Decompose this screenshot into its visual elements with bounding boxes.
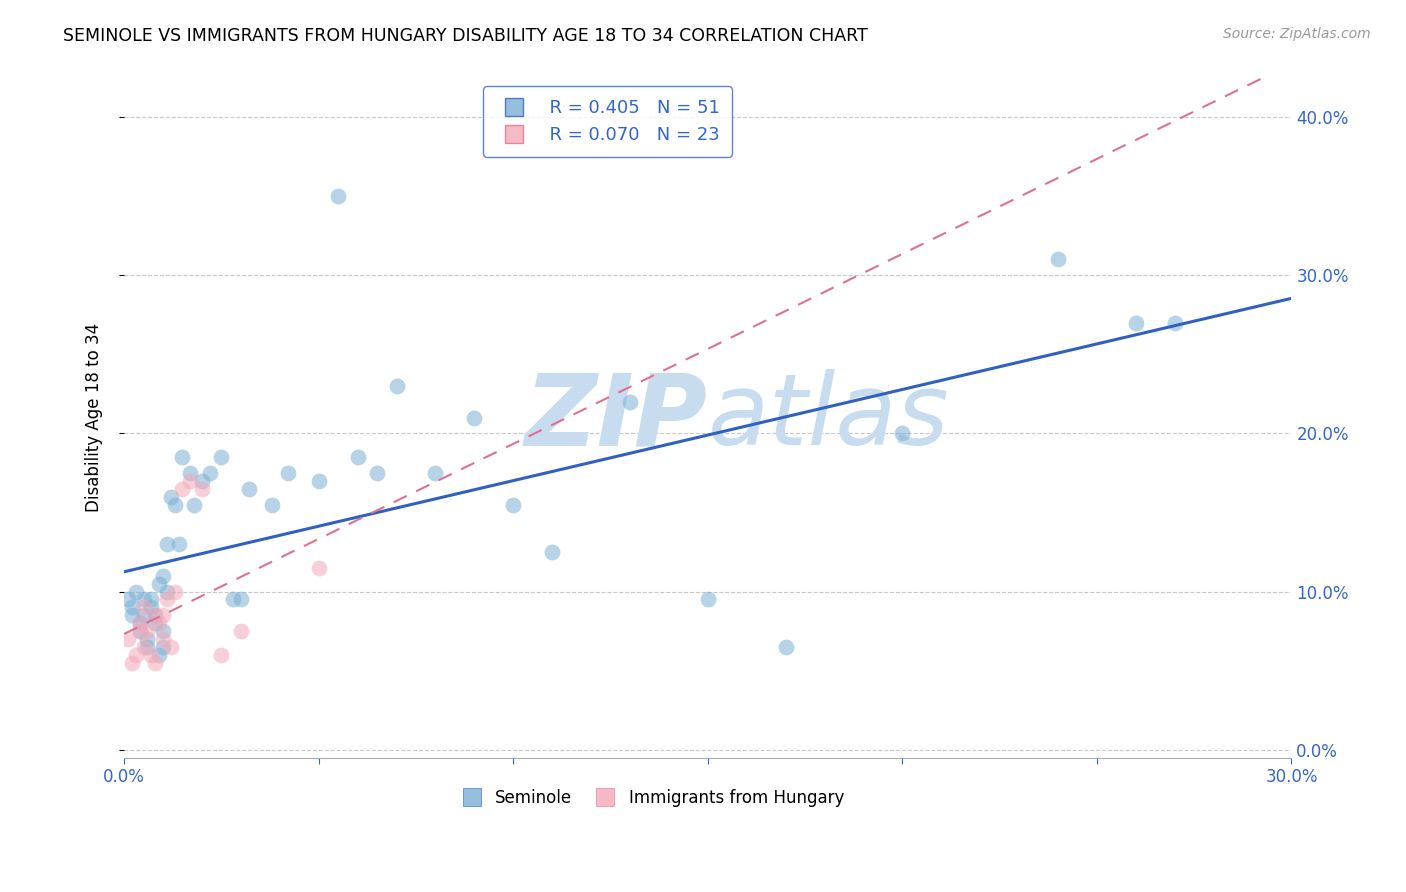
Point	[179, 466, 201, 480]
Legend: Seminole, Immigrants from Hungary: Seminole, Immigrants from Hungary	[449, 782, 851, 814]
Point	[141, 600, 163, 615]
Point	[132, 600, 155, 615]
Point	[143, 656, 166, 670]
Point	[541, 545, 564, 559]
Text: atlas: atlas	[707, 369, 949, 466]
Point	[209, 648, 232, 662]
Point	[385, 379, 408, 393]
Point	[156, 592, 179, 607]
Point	[502, 498, 524, 512]
Point	[141, 592, 163, 607]
Point	[143, 616, 166, 631]
Point	[125, 648, 148, 662]
Point	[172, 450, 194, 464]
Point	[891, 426, 914, 441]
Point	[183, 498, 205, 512]
Point	[117, 592, 139, 607]
Point	[198, 466, 221, 480]
Text: ZIP: ZIP	[524, 369, 707, 466]
Point	[156, 584, 179, 599]
Point	[179, 474, 201, 488]
Point	[141, 648, 163, 662]
Point	[136, 632, 159, 646]
Point	[425, 466, 447, 480]
Text: SEMINOLE VS IMMIGRANTS FROM HUNGARY DISABILITY AGE 18 TO 34 CORRELATION CHART: SEMINOLE VS IMMIGRANTS FROM HUNGARY DISA…	[63, 27, 868, 45]
Point	[163, 584, 186, 599]
Point	[143, 608, 166, 623]
Point	[167, 537, 190, 551]
Point	[1046, 252, 1069, 267]
Point	[277, 466, 299, 480]
Point	[136, 640, 159, 654]
Point	[696, 592, 718, 607]
Point	[152, 640, 174, 654]
Point	[152, 624, 174, 639]
Point	[156, 537, 179, 551]
Point	[172, 482, 194, 496]
Point	[463, 410, 485, 425]
Point	[117, 632, 139, 646]
Point	[191, 482, 214, 496]
Point	[132, 640, 155, 654]
Point	[121, 600, 143, 615]
Point	[619, 394, 641, 409]
Point	[229, 624, 252, 639]
Y-axis label: Disability Age 18 to 34: Disability Age 18 to 34	[86, 323, 103, 512]
Point	[128, 616, 150, 631]
Point	[366, 466, 388, 480]
Point	[328, 189, 350, 203]
Point	[121, 656, 143, 670]
Point	[308, 474, 330, 488]
Point	[209, 450, 232, 464]
Text: Source: ZipAtlas.com: Source: ZipAtlas.com	[1223, 27, 1371, 41]
Point	[132, 608, 155, 623]
Point	[308, 561, 330, 575]
Point	[159, 640, 181, 654]
Point	[148, 616, 170, 631]
Point	[136, 624, 159, 639]
Point	[128, 624, 150, 639]
Point	[163, 498, 186, 512]
Point	[132, 592, 155, 607]
Point	[143, 608, 166, 623]
Point	[152, 568, 174, 582]
Point	[1125, 316, 1147, 330]
Point	[148, 648, 170, 662]
Point	[775, 640, 797, 654]
Point	[125, 584, 148, 599]
Point	[1164, 316, 1187, 330]
Point	[121, 608, 143, 623]
Point	[159, 490, 181, 504]
Point	[152, 608, 174, 623]
Point	[152, 632, 174, 646]
Point	[128, 624, 150, 639]
Point	[238, 482, 260, 496]
Point	[229, 592, 252, 607]
Point	[260, 498, 283, 512]
Point	[148, 576, 170, 591]
Point	[191, 474, 214, 488]
Point	[222, 592, 245, 607]
Point	[346, 450, 368, 464]
Point	[128, 616, 150, 631]
